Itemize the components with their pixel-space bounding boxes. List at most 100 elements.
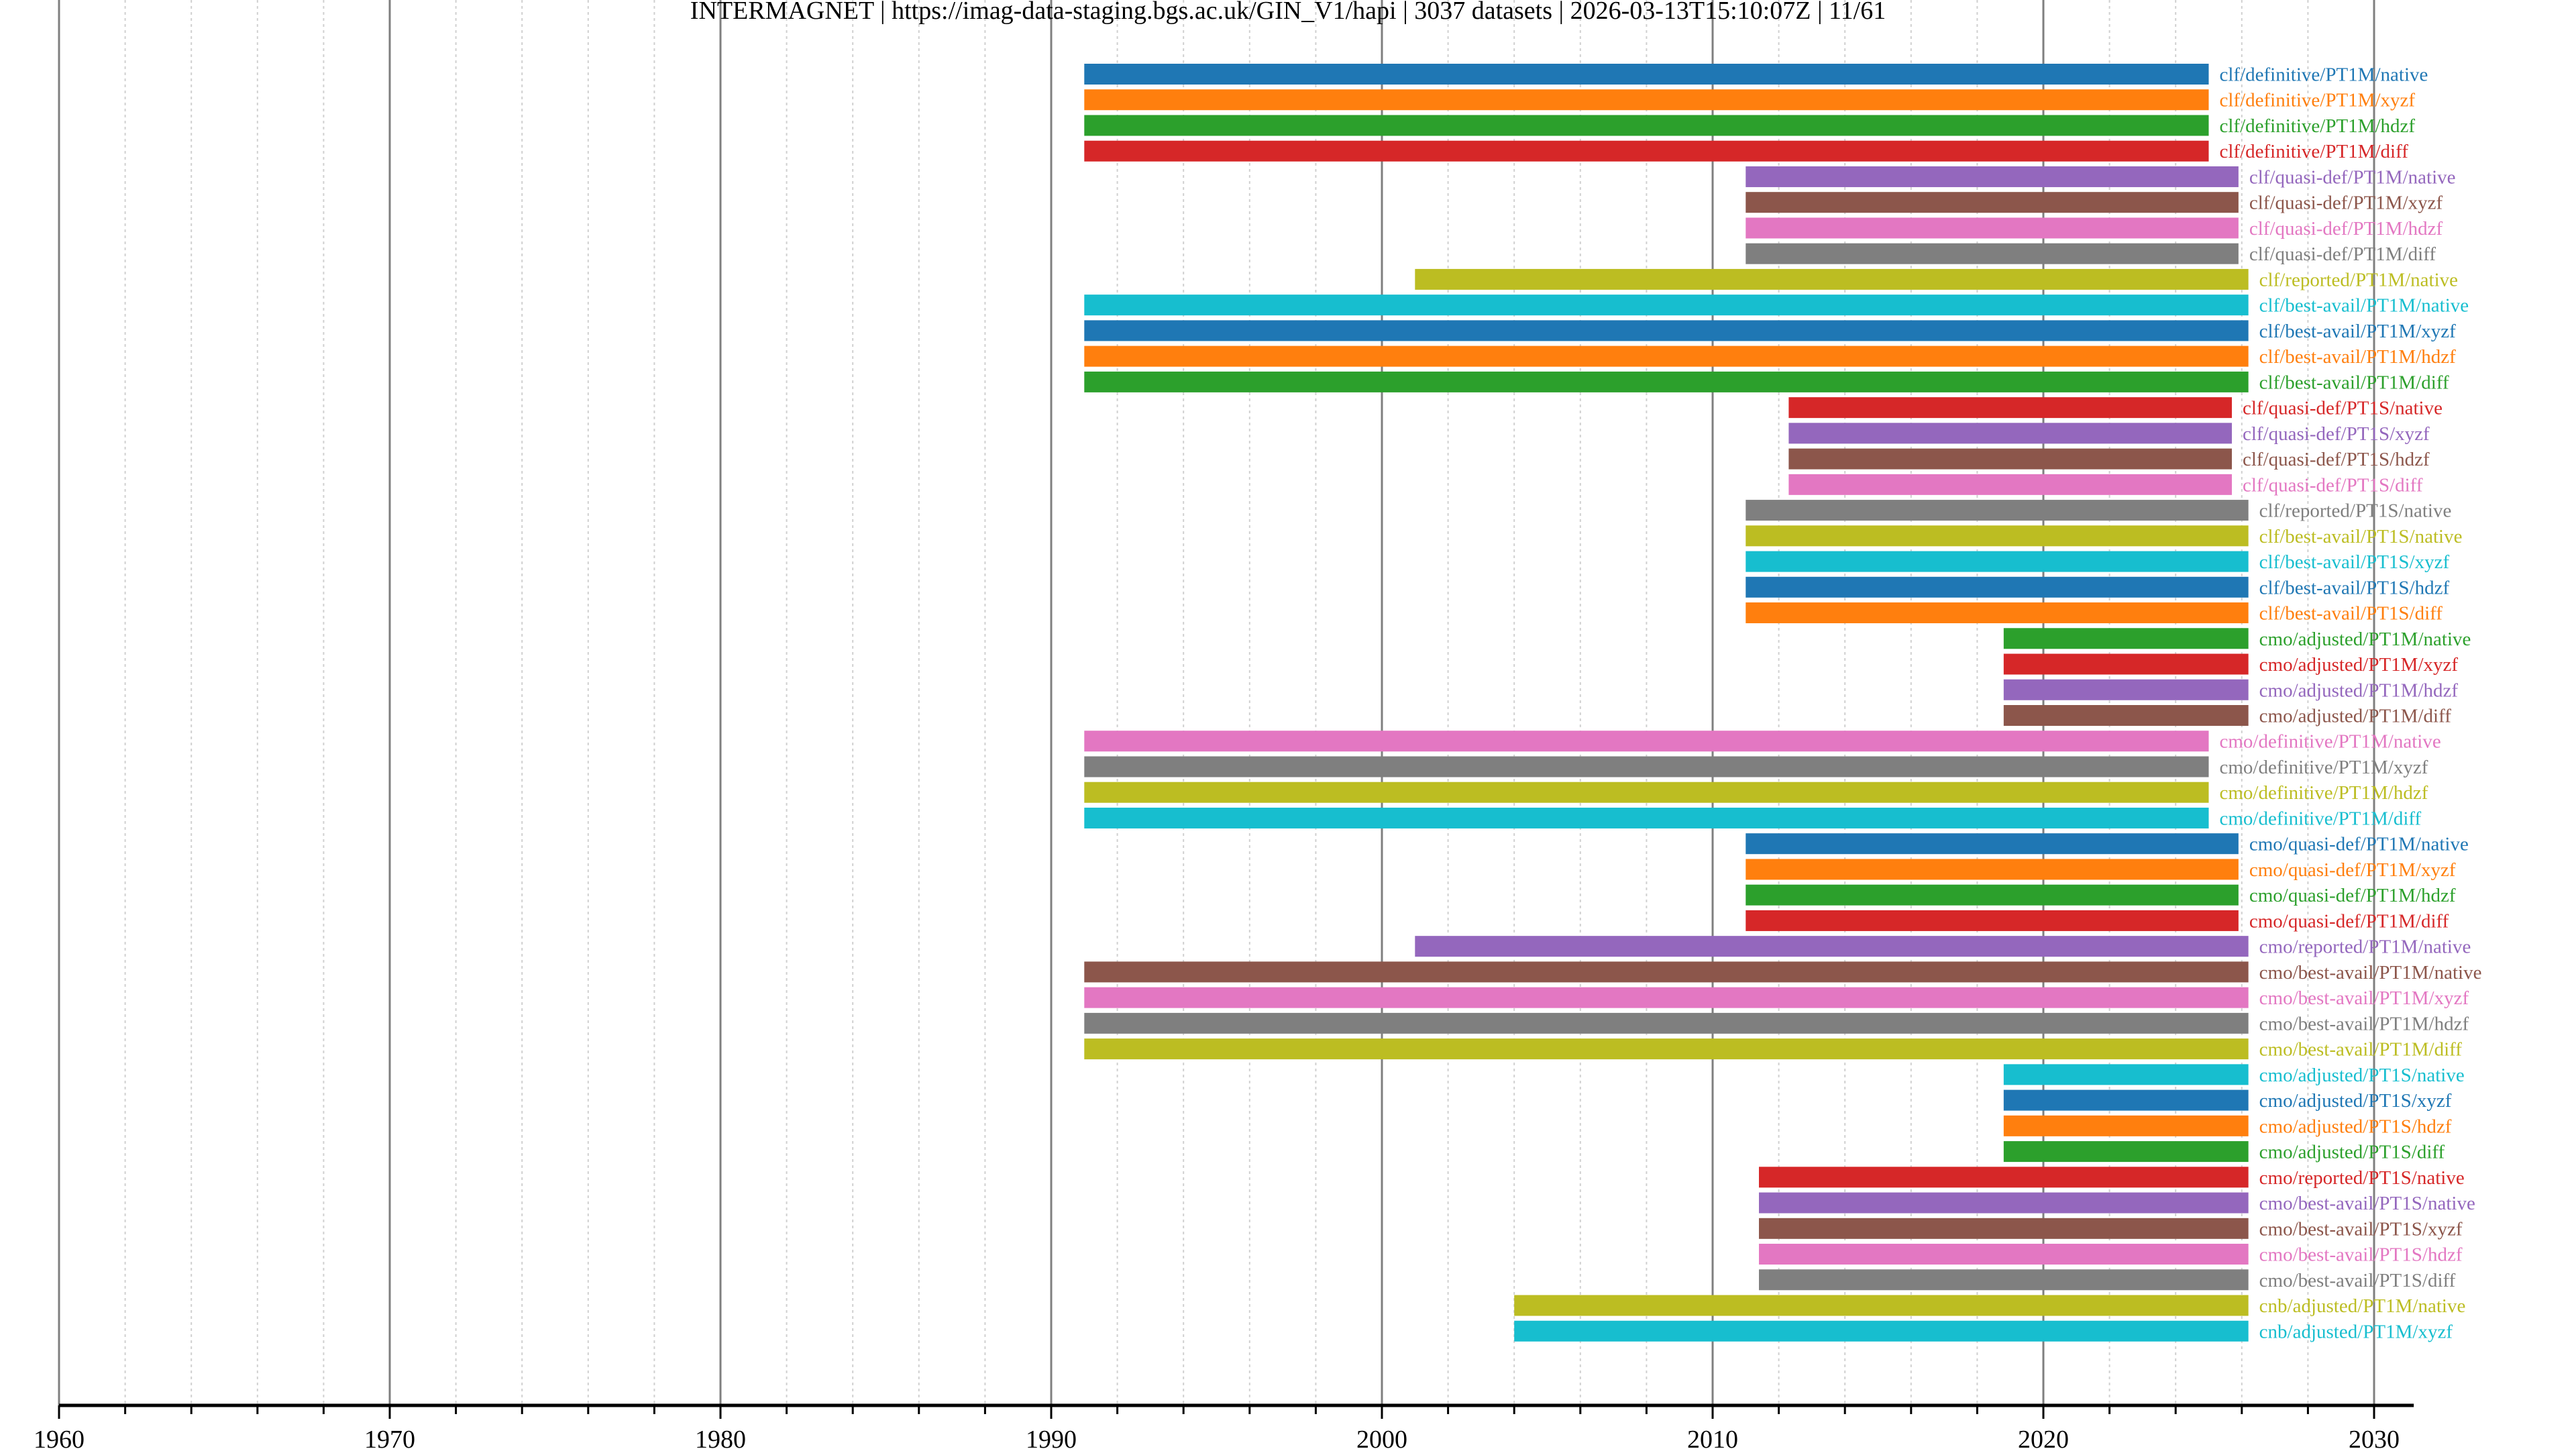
timeline-bar[interactable] xyxy=(1084,294,2249,316)
timeline-bar[interactable] xyxy=(1746,217,2239,239)
timeline-bar[interactable] xyxy=(1746,602,2249,624)
bar-label: cmo/best-avail/PT1M/xyzf xyxy=(2259,987,2469,1009)
timeline-bar[interactable] xyxy=(1084,115,2209,136)
bar-label: cmo/definitive/PT1M/diff xyxy=(2220,808,2422,829)
x-tick-label: 1960 xyxy=(34,1426,85,1449)
bar-label: cmo/quasi-def/PT1M/diff xyxy=(2249,910,2449,932)
bar-label: clf/definitive/PT1M/hdzf xyxy=(2220,115,2416,137)
timeline-bar[interactable] xyxy=(2003,1064,2249,1085)
bar-label: cmo/definitive/PT1M/hdzf xyxy=(2220,782,2428,804)
bar-label: clf/best-avail/PT1S/diff xyxy=(2259,603,2443,625)
bar-label: cmo/definitive/PT1M/xyzf xyxy=(2220,757,2428,778)
timeline-bar[interactable] xyxy=(1415,936,2249,957)
timeline-bar[interactable] xyxy=(1746,833,2239,855)
bar-label: cmo/adjusted/PT1S/diff xyxy=(2259,1142,2445,1163)
timeline-bar[interactable] xyxy=(1084,89,2209,111)
bar-label: clf/quasi-def/PT1M/xyzf xyxy=(2249,193,2443,214)
timeline-bar[interactable] xyxy=(1084,807,2209,828)
bar-label: cmo/best-avail/PT1S/diff xyxy=(2259,1270,2456,1291)
bar-label: cmo/adjusted/PT1S/hdzf xyxy=(2259,1116,2452,1137)
bar-label: cmo/best-avail/PT1M/native xyxy=(2259,962,2482,983)
timeline-bar[interactable] xyxy=(1084,371,2249,392)
bar-label: cmo/quasi-def/PT1M/xyzf xyxy=(2249,859,2456,881)
bar-label: cnb/adjusted/PT1M/native xyxy=(2259,1295,2466,1317)
bar-label: clf/best-avail/PT1M/xyzf xyxy=(2259,321,2456,342)
timeline-bar[interactable] xyxy=(1514,1295,2249,1316)
timeline-bar[interactable] xyxy=(1746,192,2239,213)
bar-label: clf/quasi-def/PT1S/native xyxy=(2243,398,2443,419)
timeline-bar[interactable] xyxy=(1746,500,2249,521)
bar-label: cmo/reported/PT1S/native xyxy=(2259,1167,2465,1189)
x-tick-label: 2020 xyxy=(2018,1426,2069,1449)
timeline-bar[interactable] xyxy=(1084,320,2249,341)
bar-labels-group: clf/definitive/PT1M/native clf/definitive… xyxy=(2220,64,2482,1343)
timeline-bar[interactable] xyxy=(1084,1038,2249,1060)
bar-label: cmo/best-avail/PT1M/hdzf xyxy=(2259,1013,2469,1034)
timeline-bar[interactable] xyxy=(2003,1089,2249,1111)
timeline-bar[interactable] xyxy=(1746,910,2239,931)
bar-label: cmo/best-avail/PT1M/diff xyxy=(2259,1039,2463,1061)
timeline-bar[interactable] xyxy=(1759,1192,2249,1214)
timeline-bar[interactable] xyxy=(2003,628,2249,649)
bar-label: cmo/adjusted/PT1S/xyzf xyxy=(2259,1090,2452,1112)
timeline-bar[interactable] xyxy=(1746,551,2249,572)
timeline-bar[interactable] xyxy=(2003,1141,2249,1163)
timeline-bar[interactable] xyxy=(1746,166,2239,187)
bar-label: clf/quasi-def/PT1M/native xyxy=(2249,166,2456,188)
timeline-bar[interactable] xyxy=(1084,731,2209,752)
timeline-bar[interactable] xyxy=(1084,756,2209,777)
timeline-bar[interactable] xyxy=(1084,140,2209,162)
major-gridlines xyxy=(58,0,2375,1405)
x-tick-label: 1980 xyxy=(695,1426,746,1449)
timeline-bar[interactable] xyxy=(1746,884,2239,906)
bar-label: clf/definitive/PT1M/xyzf xyxy=(2220,90,2416,111)
timeline-bar[interactable] xyxy=(1759,1244,2249,1265)
bar-label: cmo/definitive/PT1M/native xyxy=(2220,731,2441,753)
timeline-bar[interactable] xyxy=(1759,1167,2249,1188)
timeline-bar[interactable] xyxy=(2003,653,2249,675)
bar-label: cmo/reported/PT1M/native xyxy=(2259,936,2471,958)
timeline-bar[interactable] xyxy=(1084,961,2249,983)
bar-label: clf/quasi-def/PT1S/xyzf xyxy=(2243,423,2430,445)
timeline-bar[interactable] xyxy=(2003,679,2249,700)
bar-label: clf/best-avail/PT1S/native xyxy=(2259,526,2463,547)
bar-label: clf/quasi-def/PT1S/hdzf xyxy=(2243,449,2430,470)
bar-label: clf/best-avail/PT1M/native xyxy=(2259,295,2469,317)
timeline-bar[interactable] xyxy=(1788,423,2233,444)
chart-title: INTERMAGNET | https://imag-data-staging.… xyxy=(690,0,1886,25)
timeline-bar[interactable] xyxy=(1084,987,2249,1008)
timeline-bar[interactable] xyxy=(1788,474,2233,495)
bar-label: clf/quasi-def/PT1M/hdzf xyxy=(2249,218,2443,239)
bar-label: clf/best-avail/PT1S/xyzf xyxy=(2259,551,2450,573)
timeline-bar[interactable] xyxy=(1084,1012,2249,1034)
bars-group xyxy=(1084,64,2249,1342)
bar-label: cmo/best-avail/PT1S/native xyxy=(2259,1193,2475,1214)
timeline-bar[interactable] xyxy=(2003,1115,2249,1136)
timeline-bar[interactable] xyxy=(1746,243,2239,264)
bar-label: cmo/adjusted/PT1M/diff xyxy=(2259,706,2452,727)
timeline-bar[interactable] xyxy=(1514,1320,2249,1342)
bar-label: cmo/best-avail/PT1S/hdzf xyxy=(2259,1244,2463,1266)
timeline-bar[interactable] xyxy=(1084,782,2209,803)
x-tick-label: 1970 xyxy=(364,1426,415,1449)
x-axis: 1960 1970 1980 1990 2000 2010 2020 2030 xyxy=(34,1403,2414,1449)
timeline-bar[interactable] xyxy=(1759,1269,2249,1291)
timeline-bar[interactable] xyxy=(1746,859,2239,880)
timeline-bar[interactable] xyxy=(1084,64,2209,85)
timeline-bar[interactable] xyxy=(1788,397,2233,419)
timeline-bar[interactable] xyxy=(1746,525,2249,547)
x-tick-label: 1990 xyxy=(1026,1426,1077,1449)
timeline-bar[interactable] xyxy=(1788,448,2233,470)
bar-label: clf/best-avail/PT1M/hdzf xyxy=(2259,346,2456,368)
timeline-bar[interactable] xyxy=(1084,345,2249,367)
bar-label: cnb/adjusted/PT1M/xyzf xyxy=(2259,1321,2453,1342)
timeline-bar[interactable] xyxy=(2003,705,2249,726)
timeline-bar[interactable] xyxy=(1746,576,2249,598)
bar-label: clf/definitive/PT1M/diff xyxy=(2220,141,2409,162)
bar-label: cmo/quasi-def/PT1M/native xyxy=(2249,834,2469,855)
bar-label: clf/reported/PT1M/native xyxy=(2259,269,2458,290)
bar-label: cmo/quasi-def/PT1M/hdzf xyxy=(2249,885,2456,906)
x-tick-label: 2030 xyxy=(2349,1426,2400,1449)
timeline-bar[interactable] xyxy=(1415,268,2249,290)
timeline-bar[interactable] xyxy=(1759,1218,2249,1239)
